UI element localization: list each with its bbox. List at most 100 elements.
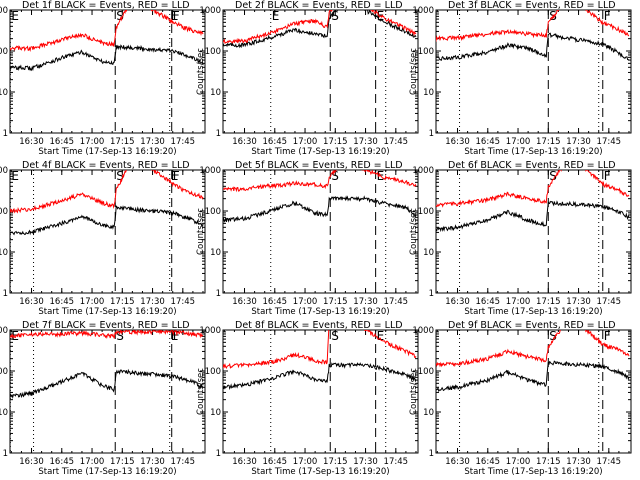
panel-6: Det 6f BLACK = Events, RED = LLD 1 10 100 10… (409, 160, 632, 317)
x-tick-label: 16:45 (50, 137, 75, 147)
plot-frame (222, 169, 419, 294)
x-tick-label: 17:30 (566, 297, 591, 307)
plot-frame (222, 329, 419, 454)
series-lld (436, 330, 630, 368)
series-events (436, 32, 630, 62)
event-marker-label: S (331, 169, 339, 183)
x-tick-label: 16:30 (232, 137, 257, 147)
event-marker-label: E (171, 329, 179, 343)
x-tick-label: 16:45 (263, 297, 288, 307)
y-axis-label: Counts/sec (409, 368, 419, 415)
series-lld (436, 170, 630, 208)
event-marker-label: S (116, 169, 124, 183)
plot-frame (222, 9, 419, 134)
x-tick-label: 17:45 (597, 457, 622, 467)
y-tick-label: 1 (429, 289, 434, 299)
x-tick-label: 17:15 (110, 297, 135, 307)
panel-title: Det 4f BLACK = Events, RED = LLD (22, 160, 190, 171)
x-tick-label: 17:15 (110, 457, 135, 467)
event-marker-label: F (173, 329, 180, 343)
event-marker-label: F (604, 329, 611, 343)
y-tick-label: 10 (0, 248, 8, 258)
x-tick-label: 17:15 (536, 297, 561, 307)
x-tick-label: 17:30 (566, 457, 591, 467)
series-lld (223, 170, 417, 193)
panel-7: Det 7f BLACK = Events, RED = LLD 1 10 100 10… (0, 320, 206, 477)
event-marker-label: S (331, 329, 339, 343)
x-tick-label: 17:00 (293, 457, 318, 467)
y-tick-label: 10 (423, 88, 434, 98)
y-tick-label: 10 (0, 88, 8, 98)
x-tick-label: 17:00 (80, 457, 105, 467)
plot-frame (9, 329, 206, 454)
y-tick-label: 1000 (0, 326, 8, 336)
y-tick-label: 1 (216, 449, 221, 459)
y-tick-label: 1000 (412, 6, 434, 16)
panel-title: Det 3f BLACK = Events, RED = LLD (448, 0, 616, 11)
series-events (223, 195, 417, 223)
panel-5: Det 5f BLACK = Events, RED = LLD 1 10 100 10… (196, 160, 419, 317)
x-tick-label: 16:30 (232, 457, 257, 467)
panel-title: Det 7f BLACK = Events, RED = LLD (22, 320, 190, 331)
y-tick-label: 1 (216, 129, 221, 139)
panel-title: Det 5f BLACK = Events, RED = LLD (235, 160, 403, 171)
x-tick-label: 17:30 (140, 457, 165, 467)
y-tick-label: 10 (210, 408, 221, 418)
y-tick-label: 100 (0, 207, 8, 217)
y-tick-label: 100 (418, 207, 434, 217)
plot-frame (435, 169, 632, 294)
series-lld (10, 330, 204, 339)
series-events (436, 360, 630, 392)
y-tick-label: 1 (429, 449, 434, 459)
panel-3: Det 3f BLACK = Events, RED = LLD 1 10 100 10… (409, 0, 632, 157)
x-tick-label: 16:45 (476, 457, 501, 467)
y-tick-label: 10 (210, 88, 221, 98)
x-tick-label: 16:30 (19, 137, 44, 147)
event-marker-label: S (116, 9, 124, 23)
x-tick-label: 17:15 (323, 297, 348, 307)
x-tick-label: 17:45 (171, 297, 196, 307)
x-axis-label: Start Time (17-Sep-13 16:19:20) (464, 147, 602, 157)
y-tick-label: 10 (0, 408, 8, 418)
y-tick-label: 1000 (199, 166, 221, 176)
x-axis-label: Start Time (17-Sep-13 16:19:20) (251, 147, 389, 157)
event-marker-label: S (549, 329, 557, 343)
x-tick-label: 16:45 (50, 457, 75, 467)
x-tick-label: 16:45 (50, 297, 75, 307)
y-tick-label: 100 (418, 367, 434, 377)
panel-8: Det 8f BLACK = Events, RED = LLD 1 10 100 10… (196, 320, 419, 477)
series-events (10, 205, 204, 236)
x-tick-label: 16:30 (445, 297, 470, 307)
event-marker-label: S (549, 169, 557, 183)
x-tick-label: 16:45 (263, 457, 288, 467)
x-tick-label: 17:00 (293, 137, 318, 147)
x-tick-label: 17:00 (506, 137, 531, 147)
panel-title: Det 8f BLACK = Events, RED = LLD (235, 320, 403, 331)
x-tick-label: 17:00 (80, 137, 105, 147)
y-axis-label: Counts/sec (196, 48, 206, 95)
event-marker-label: E (272, 9, 280, 23)
event-marker-label: F (604, 9, 611, 23)
event-marker-label: E (377, 329, 385, 343)
panel-1: Det 1f BLACK = Events, RED = LLD 1 10 100 10… (0, 0, 206, 157)
x-tick-label: 17:30 (353, 297, 378, 307)
x-tick-label: 16:45 (476, 137, 501, 147)
x-tick-label: 16:30 (232, 297, 257, 307)
y-tick-label: 100 (205, 207, 221, 217)
y-tick-label: 100 (205, 367, 221, 377)
event-marker-label: E (11, 169, 19, 183)
series-events (436, 200, 630, 233)
panel-title: Det 9f BLACK = Events, RED = LLD (448, 320, 616, 331)
event-marker-label: F (173, 169, 180, 183)
y-tick-label: 10 (423, 408, 434, 418)
y-tick-label: 1 (3, 449, 8, 459)
x-axis-label: Start Time (17-Sep-13 16:19:20) (38, 307, 176, 317)
x-tick-label: 17:30 (140, 137, 165, 147)
y-tick-label: 10 (210, 248, 221, 258)
plot-frame (435, 329, 632, 454)
y-tick-label: 1000 (412, 326, 434, 336)
y-tick-label: 1000 (412, 166, 434, 176)
y-tick-label: 10 (423, 248, 434, 258)
y-tick-label: 1 (429, 129, 434, 139)
x-axis-label: Start Time (17-Sep-13 16:19:20) (38, 147, 176, 157)
